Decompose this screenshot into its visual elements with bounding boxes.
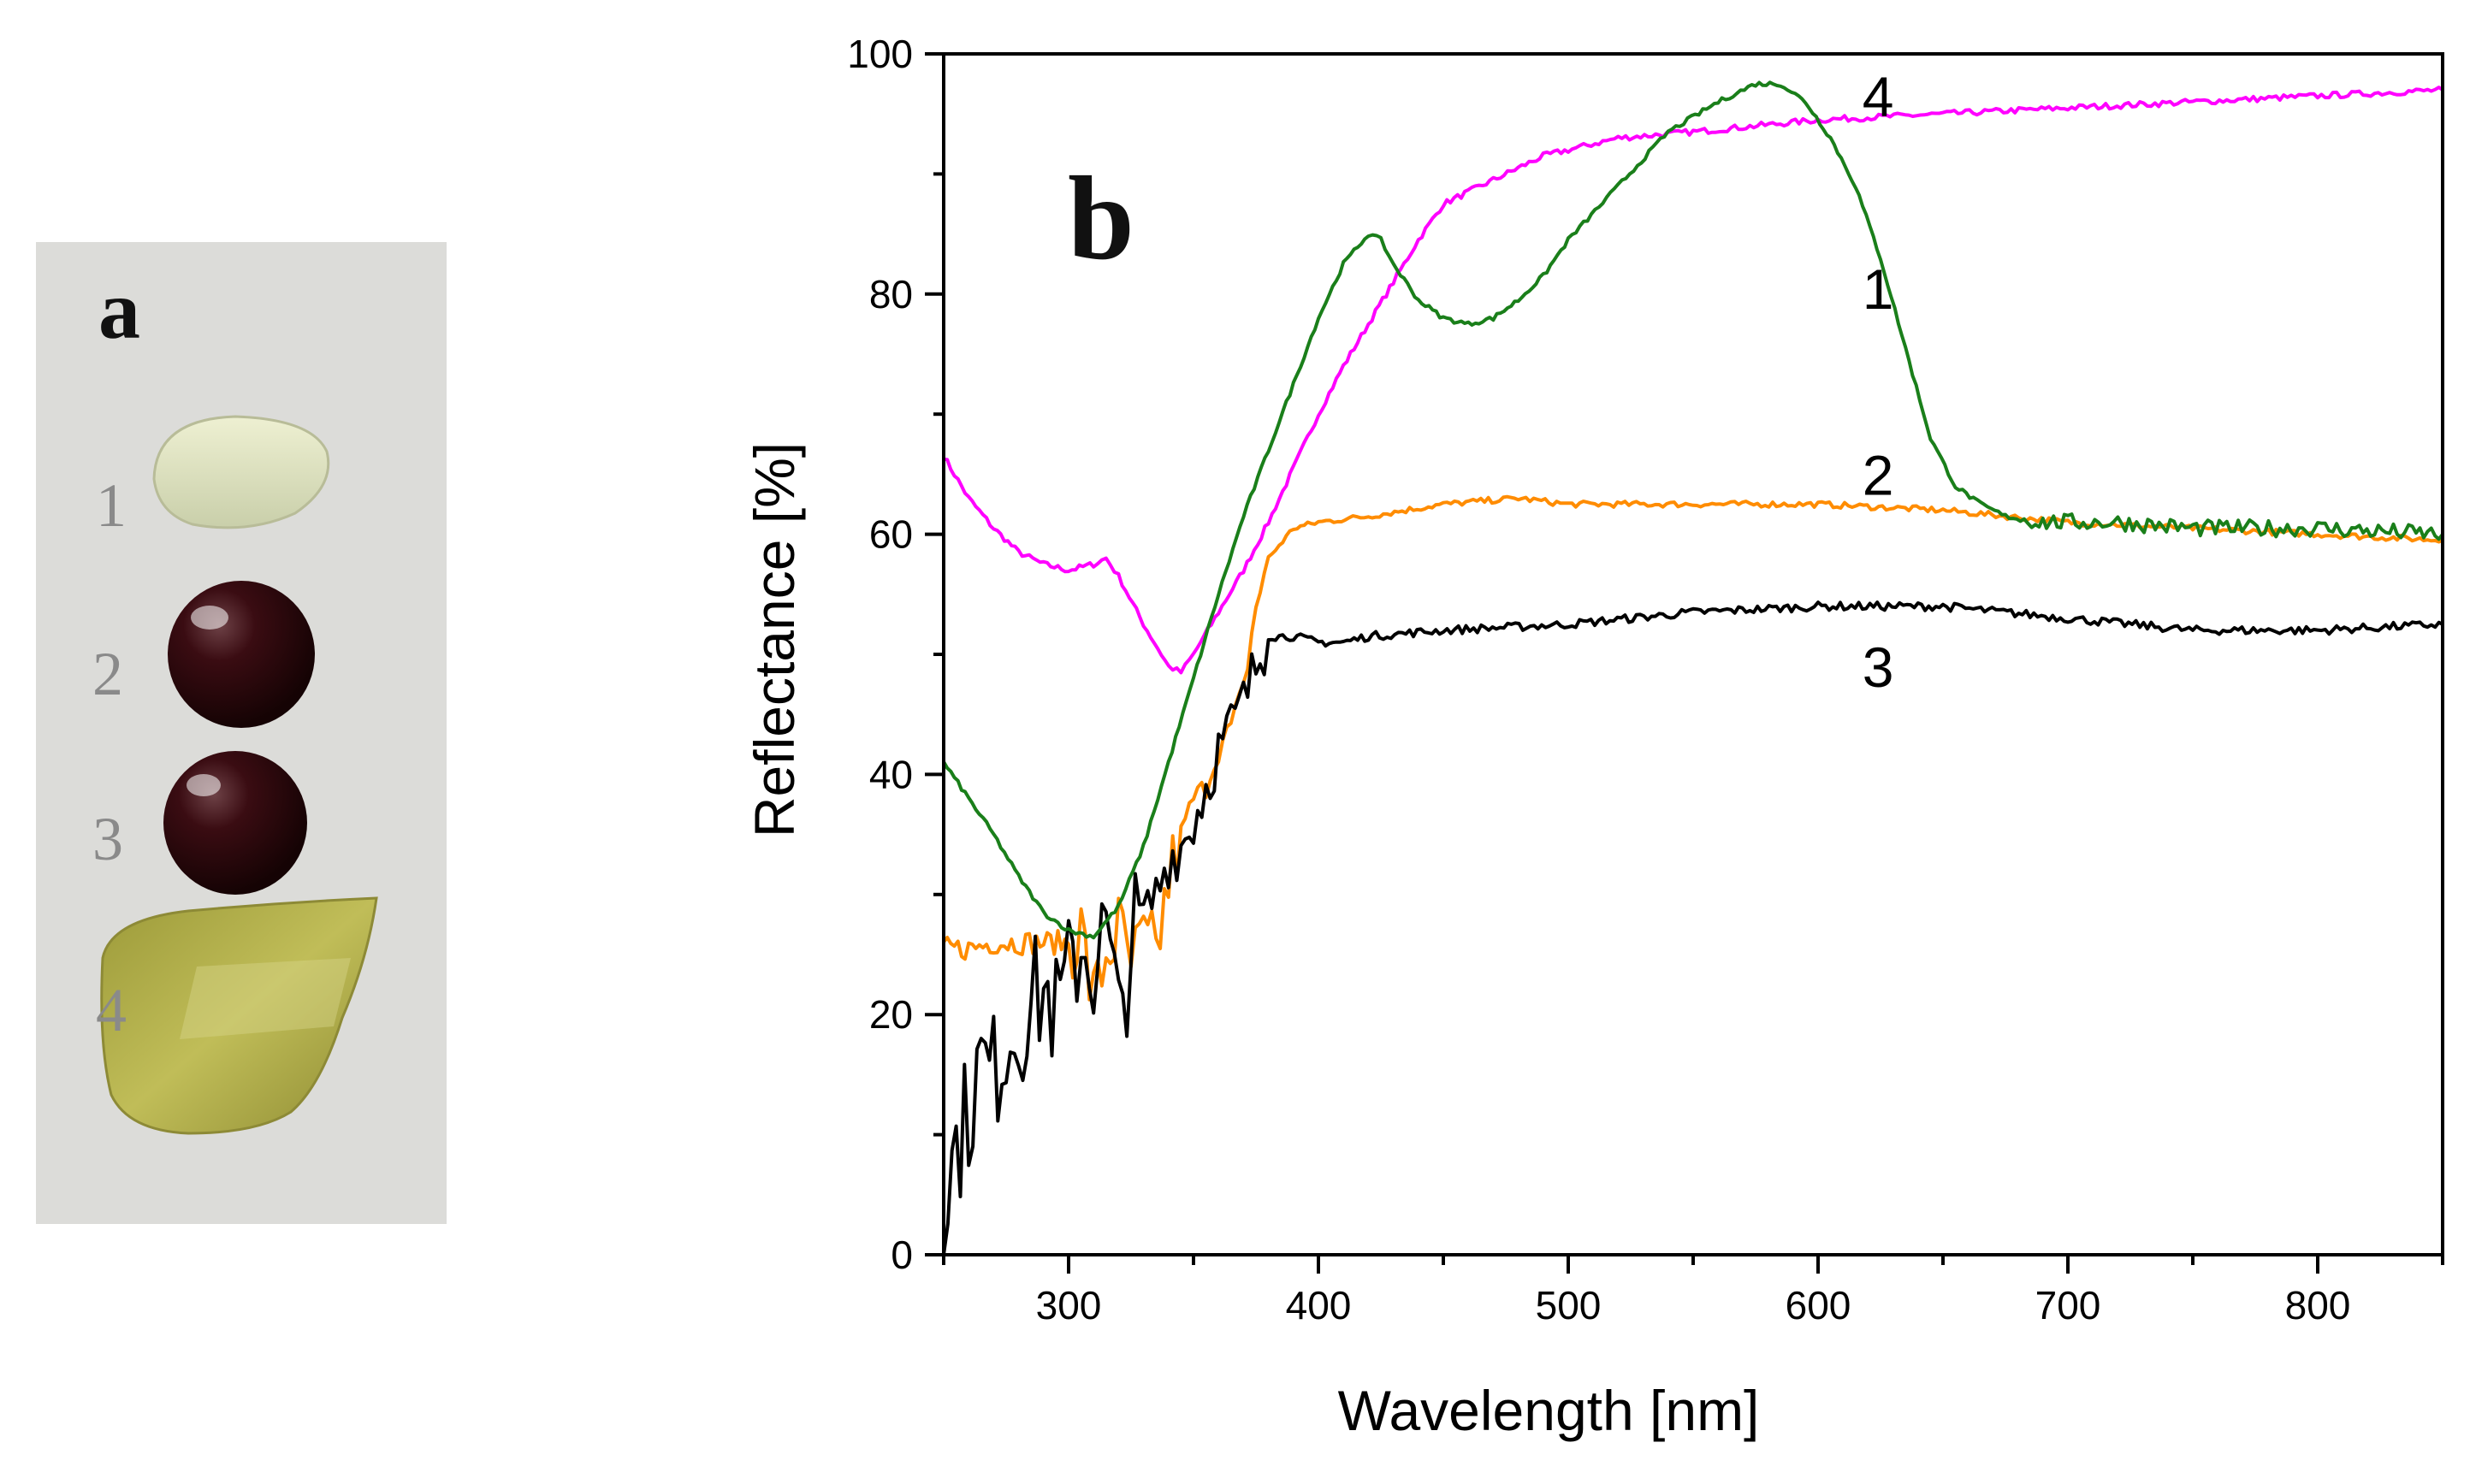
series-line-4 xyxy=(942,80,2444,940)
sample-3 xyxy=(163,751,307,895)
sample-label: 4 xyxy=(96,976,127,1044)
y-tick-label: 80 xyxy=(869,272,913,316)
y-tick-label: 20 xyxy=(869,992,913,1037)
series-line-2 xyxy=(942,494,2443,1002)
curve-number-label: 4 xyxy=(1863,65,1894,128)
sample-1 xyxy=(152,415,330,529)
plot-area xyxy=(944,54,2443,1255)
panel-a-letter: a xyxy=(98,264,140,357)
curves xyxy=(942,80,2444,1256)
x-tick-label: 600 xyxy=(1786,1283,1851,1327)
sample-label: 2 xyxy=(92,640,123,708)
y-tick-label: 100 xyxy=(847,32,913,76)
x-tick-label: 500 xyxy=(1536,1283,1602,1327)
plot-frame-bg xyxy=(944,54,2443,1255)
curve-number-label: 2 xyxy=(1863,443,1894,506)
x-axis-title: Wavelength [nm] xyxy=(1338,1379,1760,1442)
x-tick-label: 400 xyxy=(1286,1283,1352,1327)
x-tick-label: 700 xyxy=(2035,1283,2101,1327)
sample-label: 3 xyxy=(92,805,123,873)
y-tick-label: 60 xyxy=(869,512,913,557)
x-tick-label: 300 xyxy=(1036,1283,1102,1327)
series-line-3 xyxy=(942,600,2443,1256)
y-axis-title: Reflectance [%] xyxy=(743,442,806,837)
y-tick-label: 0 xyxy=(891,1233,913,1277)
sample-label: 1 xyxy=(96,471,127,540)
sample-4 xyxy=(100,896,378,1135)
x-tick-label: 800 xyxy=(2285,1283,2351,1327)
series-line-1 xyxy=(943,86,2444,675)
panel-b-letter: b xyxy=(1068,152,1134,285)
y-tick-label: 40 xyxy=(869,752,913,796)
curve-labels: 4 1 2 3 xyxy=(1863,65,1894,699)
axes: 300 400 500 600 700 800 0 20 40 60 80 100 xyxy=(847,32,2444,1327)
sample-2 xyxy=(168,581,315,728)
curve-number-label: 1 xyxy=(1863,257,1894,321)
curve-number-label: 3 xyxy=(1863,636,1894,699)
